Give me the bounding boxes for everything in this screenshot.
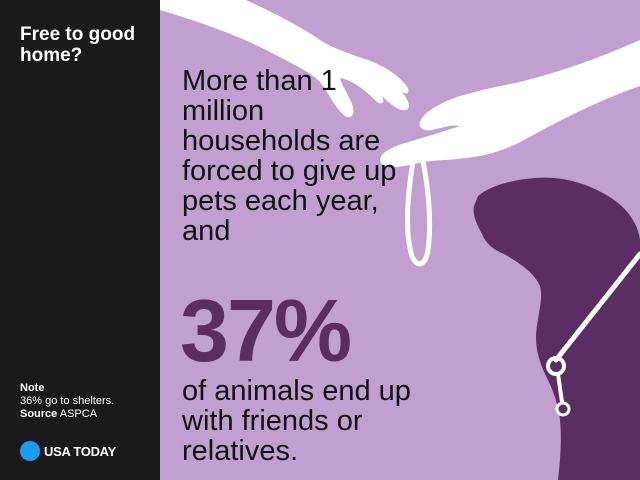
sidebar-title: Free to good home?: [20, 24, 136, 66]
logo-text: USA TODAY: [44, 443, 116, 459]
leash-clip-ring: [555, 401, 571, 417]
leash-icon: [405, 153, 433, 267]
note-text: 36% go to shelters.: [20, 395, 115, 407]
logo-dot-icon: [20, 441, 40, 461]
stat-description: of animals end up with friends or relati…: [182, 375, 411, 467]
hand-top-icon: [160, 0, 409, 118]
source-label: Source: [20, 408, 58, 420]
note: Note 36% go to shelters. Source ASPCA: [20, 382, 155, 421]
source-text: ASPCA: [59, 408, 98, 420]
sidebar: Free to good home? Note 36% go to shelte…: [0, 0, 160, 480]
stat-value: 37%: [180, 281, 352, 380]
leash-clip: [556, 372, 564, 404]
dog-icon: [473, 177, 640, 480]
illustration: [160, 0, 640, 480]
headline: More than 1 million households are force…: [182, 65, 397, 247]
main-panel: More than 1 million households are force…: [160, 0, 640, 480]
note-label: Note: [20, 382, 45, 394]
leash-line: [553, 251, 640, 363]
usa-today-logo: USA TODAY: [20, 440, 116, 462]
hand-bottom-icon: [380, 40, 640, 168]
